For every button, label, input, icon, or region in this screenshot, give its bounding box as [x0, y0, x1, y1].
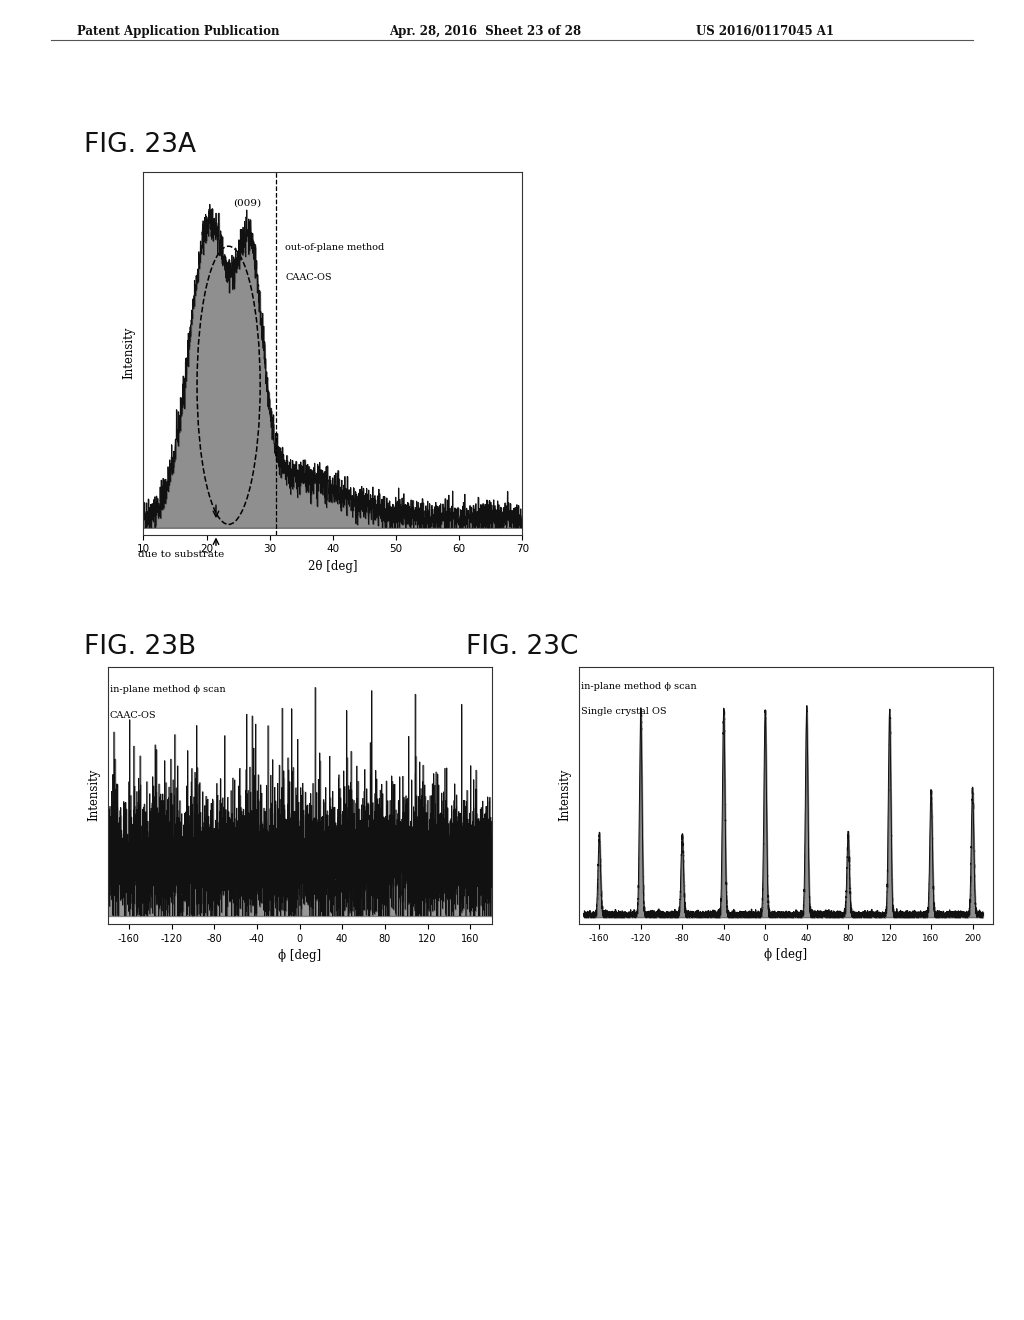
Text: FIG. 23A: FIG. 23A: [84, 132, 196, 158]
X-axis label: ϕ [deg]: ϕ [deg]: [764, 948, 808, 961]
Text: (009): (009): [233, 198, 261, 207]
X-axis label: 2θ [deg]: 2θ [deg]: [308, 560, 357, 573]
Y-axis label: Intensity: Intensity: [123, 327, 136, 379]
Text: out-of-plane method: out-of-plane method: [286, 243, 385, 252]
Text: US 2016/0117045 A1: US 2016/0117045 A1: [696, 25, 835, 38]
Text: Single crystal OS: Single crystal OS: [581, 708, 667, 717]
Text: in-plane method ϕ scan: in-plane method ϕ scan: [110, 685, 225, 694]
Y-axis label: Intensity: Intensity: [558, 770, 571, 821]
Text: CAAC-OS: CAAC-OS: [286, 273, 332, 282]
Y-axis label: Intensity: Intensity: [87, 770, 100, 821]
X-axis label: ϕ [deg]: ϕ [deg]: [278, 949, 322, 962]
Text: due to substrate: due to substrate: [138, 550, 224, 560]
Text: FIG. 23C: FIG. 23C: [466, 634, 579, 660]
Text: Apr. 28, 2016  Sheet 23 of 28: Apr. 28, 2016 Sheet 23 of 28: [389, 25, 582, 38]
Text: in-plane method ϕ scan: in-plane method ϕ scan: [581, 682, 696, 692]
Text: FIG. 23B: FIG. 23B: [84, 634, 196, 660]
Text: CAAC-OS: CAAC-OS: [110, 711, 157, 721]
Text: Patent Application Publication: Patent Application Publication: [77, 25, 280, 38]
